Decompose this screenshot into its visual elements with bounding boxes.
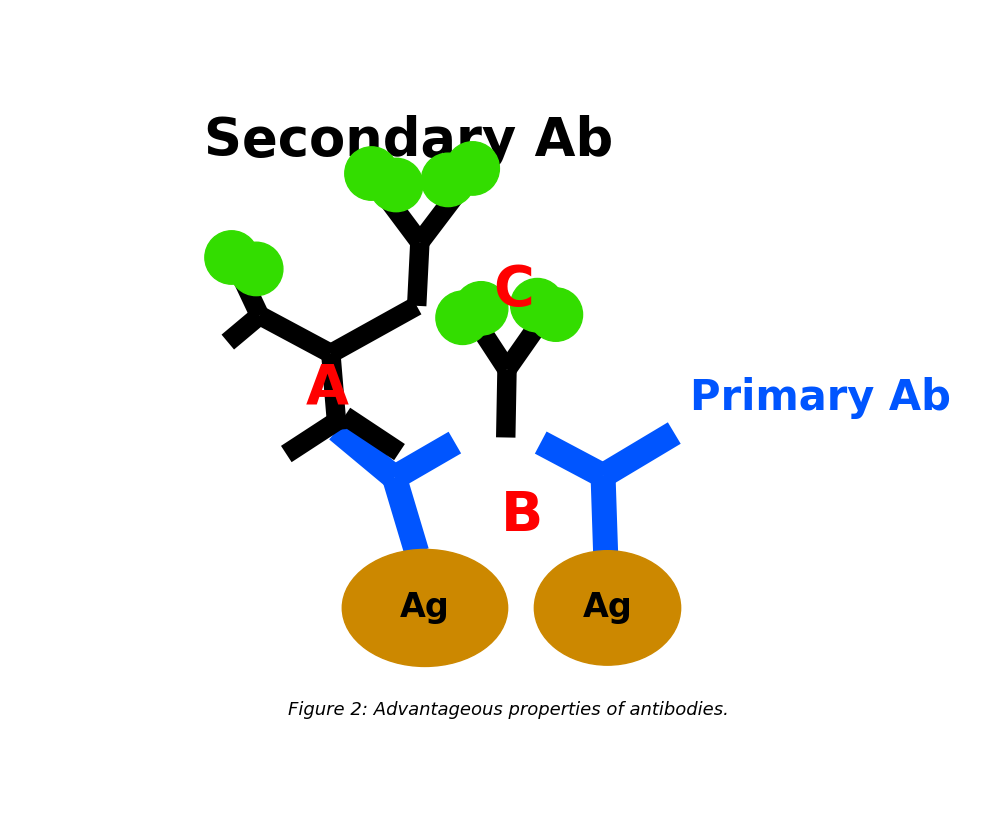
Circle shape — [510, 278, 564, 332]
Text: C: C — [494, 263, 534, 317]
Text: Figure 2: Advantageous properties of antibodies.: Figure 2: Advantageous properties of ant… — [289, 701, 729, 719]
Circle shape — [436, 291, 490, 344]
Circle shape — [369, 159, 423, 211]
Text: Primary Ab: Primary Ab — [690, 377, 951, 419]
Circle shape — [421, 153, 475, 206]
Circle shape — [529, 288, 583, 341]
Ellipse shape — [534, 551, 680, 665]
Circle shape — [446, 142, 499, 195]
Circle shape — [229, 242, 283, 296]
Text: Ag: Ag — [583, 591, 633, 624]
Ellipse shape — [343, 549, 507, 667]
Text: Secondary Ab: Secondary Ab — [204, 115, 613, 167]
Circle shape — [205, 230, 258, 284]
Text: Ag: Ag — [400, 591, 450, 624]
Text: A: A — [306, 362, 350, 415]
Circle shape — [455, 282, 507, 335]
Circle shape — [345, 147, 398, 200]
Text: B: B — [500, 489, 543, 543]
